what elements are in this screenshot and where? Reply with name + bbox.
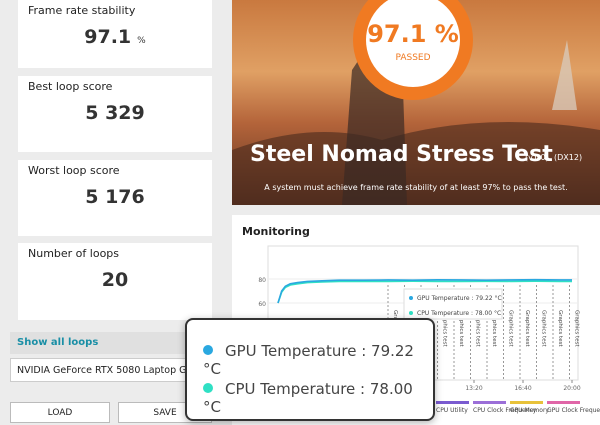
x-tick-label: 16:40 bbox=[514, 385, 531, 392]
mini-dot bbox=[409, 311, 413, 315]
legend-swatch bbox=[436, 401, 469, 404]
marker-label: Graphics test bbox=[442, 310, 448, 347]
stat-label: Worst loop score bbox=[28, 164, 120, 177]
legend-label: GPU Memory bbox=[510, 407, 549, 414]
tooltip-text: GPU Temperature : 79.22 °C bbox=[203, 342, 414, 378]
stat-label: Frame rate stability bbox=[28, 4, 136, 17]
mini-tooltip bbox=[403, 288, 503, 320]
hero-banner: 97.1 % PASSED Steel Nomad Stress Test (v… bbox=[232, 0, 600, 205]
stat-value: 97.1% bbox=[18, 26, 212, 48]
legend-swatch bbox=[547, 401, 580, 404]
test-title: Steel Nomad Stress Test bbox=[250, 142, 553, 167]
stat-card: Frame rate stability 97.1% bbox=[18, 0, 212, 68]
tooltip-row: GPU Temperature : 79.22 °C bbox=[203, 342, 433, 378]
stat-number: 5 176 bbox=[85, 186, 145, 208]
stat-unit: % bbox=[137, 36, 146, 46]
stat-value: 5 176 bbox=[18, 186, 212, 208]
marker-label: Graphics test bbox=[475, 310, 481, 347]
marker-label: Graphics test bbox=[508, 310, 514, 347]
pass-note: A system must achieve frame rate stabili… bbox=[264, 183, 567, 192]
marker-label: Graphics test bbox=[491, 310, 497, 347]
show-all-loops[interactable]: Show all loops bbox=[10, 332, 216, 354]
marker-label: Graphics test bbox=[458, 310, 464, 347]
tooltip: GPU Temperature : 79.22 °C CPU Temperatu… bbox=[185, 318, 435, 421]
stat-card: Best loop score 5 329 bbox=[18, 76, 212, 152]
series-line bbox=[277, 278, 572, 304]
legend-swatch bbox=[510, 401, 543, 404]
score: 97.1 % bbox=[367, 20, 459, 48]
tooltip-text: CPU Temperature : 78.00 °C bbox=[203, 380, 413, 416]
monitoring-title: Monitoring bbox=[242, 225, 310, 238]
legend-swatch bbox=[473, 401, 506, 404]
hero-art: 97.1 % PASSED Steel Nomad Stress Test (v… bbox=[232, 0, 600, 205]
y-tick-label: 60 bbox=[258, 301, 266, 308]
marker-label: Graphics test bbox=[524, 310, 530, 347]
marker-label: Graphics test bbox=[541, 310, 547, 347]
series-line bbox=[277, 280, 572, 304]
stat-number: 20 bbox=[101, 269, 129, 291]
mini-tooltip-text: CPU Temperature : 78.00 °C bbox=[417, 310, 501, 317]
gpu-name: NVIDIA GeForce RTX 5080 Laptop GPU bbox=[10, 358, 216, 382]
stat-number: 97.1 bbox=[84, 26, 132, 48]
stat-number: 5 329 bbox=[85, 102, 145, 124]
mini-tooltip-text: GPU Temperature : 79.22 °C bbox=[417, 295, 502, 302]
stat-card: Worst loop score 5 176 bbox=[18, 160, 212, 236]
stat-value: 20 bbox=[18, 269, 212, 291]
legend-label: GPU Clock Frequency bbox=[547, 407, 600, 414]
stat-label: Number of loops bbox=[28, 247, 120, 260]
stat-label: Best loop score bbox=[28, 80, 113, 93]
api: (DX12) bbox=[554, 153, 582, 162]
x-tick-label: 13:20 bbox=[465, 385, 482, 392]
legend-label: CPU Clock Frequency bbox=[473, 407, 537, 414]
x-tick-label: 20:00 bbox=[563, 385, 580, 392]
legend-label: CPU Utility bbox=[436, 407, 468, 414]
marker-label: Graphics test bbox=[557, 310, 563, 347]
stat-value: 5 329 bbox=[18, 102, 212, 124]
tooltip-row: CPU Temperature : 78.00 °C bbox=[203, 380, 433, 416]
marker-label: Graphics test bbox=[574, 310, 580, 347]
y-tick-label: 80 bbox=[258, 277, 266, 284]
version: (v1.0) bbox=[525, 153, 549, 162]
load-button[interactable]: LOAD bbox=[10, 402, 110, 423]
status: PASSED bbox=[395, 53, 430, 63]
stat-card: Number of loops 20 bbox=[18, 243, 212, 320]
mini-dot bbox=[409, 296, 413, 300]
